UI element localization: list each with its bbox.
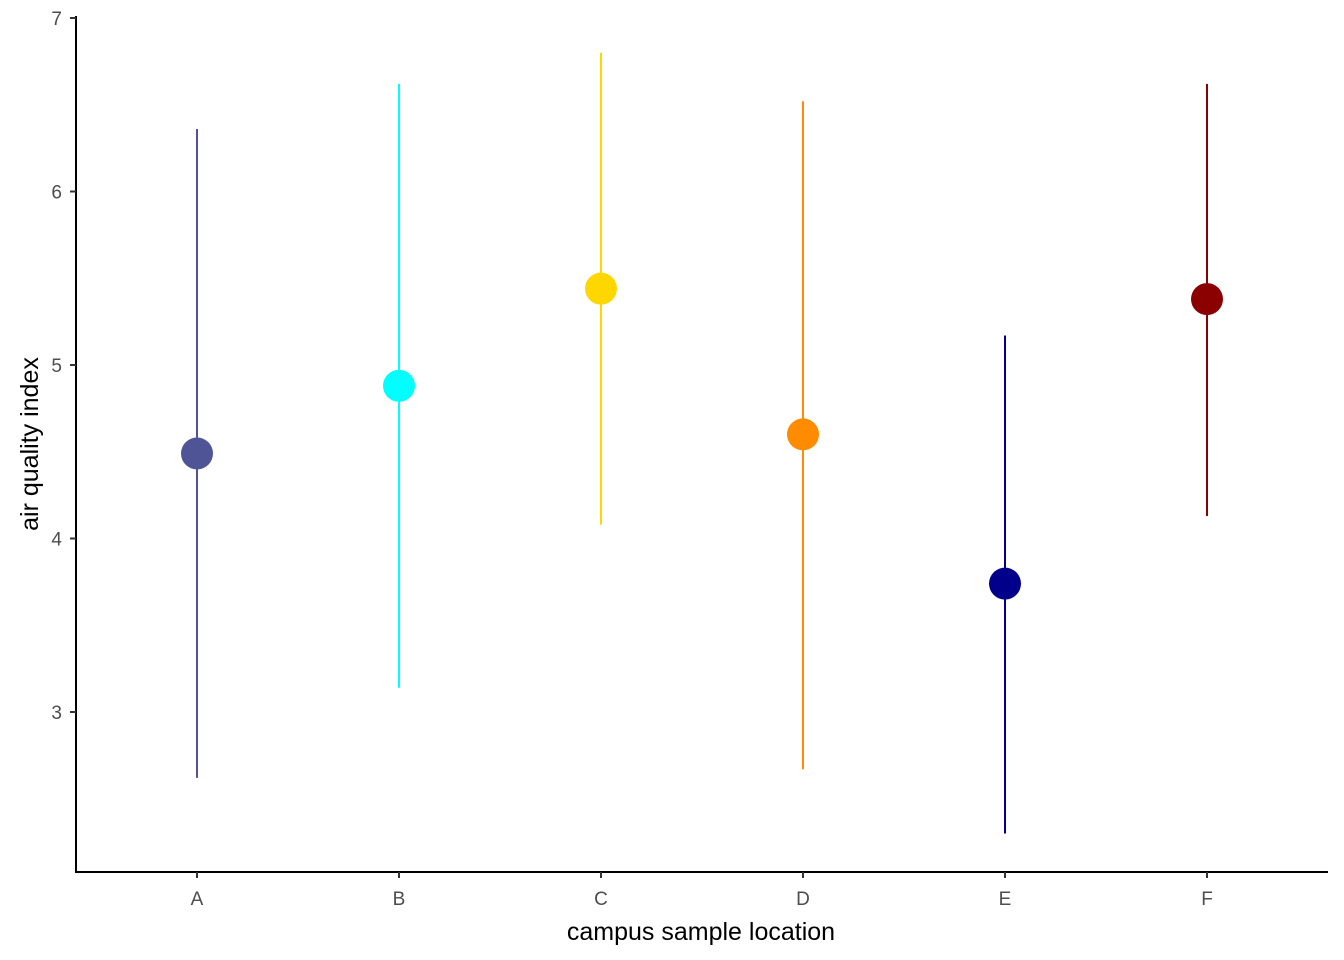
y-tick-label: 7	[51, 9, 62, 30]
x-tick-label: E	[999, 889, 1012, 910]
point-e	[989, 567, 1021, 600]
y-axis: 3 4 5 6 7	[51, 9, 76, 724]
point-d	[787, 418, 819, 451]
x-tick-label: C	[594, 889, 608, 910]
point-a	[181, 437, 213, 470]
point-c	[585, 272, 617, 305]
point-f	[1191, 283, 1223, 316]
x-axis-title: campus sample location	[567, 918, 835, 946]
plot-area	[181, 52, 1223, 834]
y-tick-label: 6	[51, 183, 62, 204]
y-tick-label: 4	[51, 530, 62, 551]
y-tick-label: 3	[51, 703, 62, 724]
x-tick-label: F	[1201, 889, 1213, 910]
x-axis: A B C D E F	[191, 872, 1213, 910]
x-tick-label: B	[393, 889, 406, 910]
y-axis-title: air quality index	[16, 357, 44, 531]
x-tick-label: D	[796, 889, 810, 910]
x-tick-label: A	[191, 889, 204, 910]
point-b	[383, 369, 415, 402]
y-tick-label: 5	[51, 356, 62, 377]
